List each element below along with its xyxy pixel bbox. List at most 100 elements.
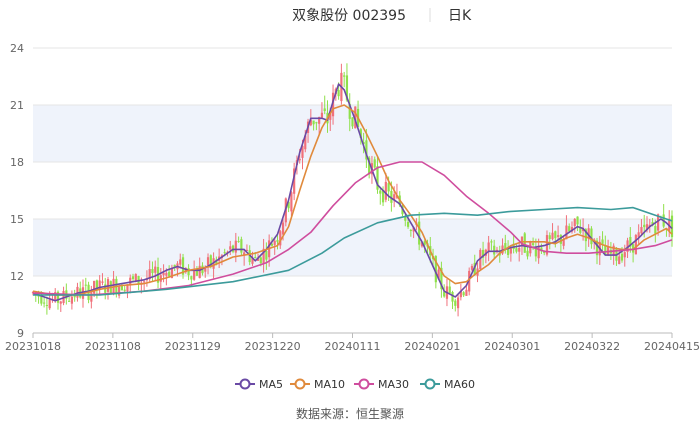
x-tick-label: 20240111 [325, 340, 381, 353]
candle-body [329, 113, 332, 120]
candle-body [490, 241, 493, 243]
candle-body [440, 267, 443, 290]
x-tick-label: 20240301 [484, 340, 540, 353]
candle-body [126, 284, 129, 292]
candle-body [451, 291, 454, 302]
candle-body [623, 252, 626, 258]
candle-body [56, 291, 60, 303]
candle-body [373, 159, 376, 168]
candle-body [481, 249, 485, 258]
candle-body [209, 255, 212, 267]
candle-body [173, 264, 176, 268]
candle-body [559, 235, 562, 244]
candle-body [379, 190, 382, 194]
candle-body [293, 168, 296, 194]
candle-body [48, 299, 51, 309]
candle-body [151, 269, 154, 274]
candle-body [262, 248, 265, 264]
candle-body [456, 297, 460, 309]
candle-body [465, 289, 468, 296]
y-tick-label: 21 [10, 99, 24, 112]
candle-body [193, 269, 196, 280]
candle-body [554, 231, 557, 239]
candle-body [437, 269, 440, 280]
candle-body [584, 229, 587, 242]
y-tick-label: 9 [17, 327, 24, 340]
x-tick-label: 20240201 [404, 340, 460, 353]
candle-body [76, 286, 79, 298]
candle-body [604, 245, 607, 255]
candle-body [423, 241, 426, 245]
candle-body [409, 230, 412, 232]
legend-label: MA5 [259, 378, 283, 391]
candle-body [443, 291, 446, 297]
candle-body [298, 158, 301, 161]
candle-body [256, 258, 260, 261]
candle-body [315, 122, 318, 124]
candle-body [134, 274, 137, 282]
candle-body [84, 284, 87, 286]
candle-body [31, 291, 35, 294]
candle-body [540, 247, 543, 252]
candle-body [240, 239, 243, 253]
candle-body [504, 243, 507, 250]
candle-body [590, 228, 593, 245]
candle-body [237, 241, 240, 243]
candle-body [670, 215, 674, 238]
candle-body [206, 257, 210, 266]
legend-swatch-marker [239, 378, 251, 390]
candle-body [243, 252, 246, 256]
candle-body [573, 218, 576, 226]
candle-body [323, 108, 326, 112]
candle-body [548, 235, 551, 239]
candle-body [351, 117, 354, 127]
candle-body [404, 216, 407, 221]
x-tick-label: 20240322 [564, 340, 620, 353]
legend-label: MA60 [444, 378, 475, 391]
candle-body [131, 276, 135, 280]
candle-body [337, 90, 340, 97]
candle-body [654, 226, 657, 234]
candle-body [509, 246, 512, 254]
candle-body [162, 272, 165, 276]
candle-body [348, 103, 351, 119]
candle-body [576, 216, 579, 225]
candle-body [562, 239, 565, 246]
candle-body [345, 75, 349, 101]
candle-body [601, 239, 604, 244]
candle-body [276, 240, 279, 242]
candle-body [420, 242, 424, 247]
candle-body [234, 240, 237, 253]
candle-body [515, 248, 518, 252]
candle-body [579, 227, 582, 233]
candle-body [179, 259, 182, 265]
candle-body [40, 295, 43, 304]
y-tick-label: 24 [10, 42, 24, 55]
ma30-line [32, 161, 673, 296]
legend-swatch-marker [358, 378, 370, 390]
candle-body [551, 232, 554, 240]
candle-body [229, 246, 232, 250]
ma10-line [32, 104, 673, 296]
y-tick-label: 18 [10, 156, 24, 169]
candle-body [279, 231, 282, 246]
candle-body [470, 265, 474, 270]
candle-body [245, 249, 249, 251]
candle-body [518, 247, 521, 252]
candle-body [412, 227, 415, 232]
candle-body [93, 280, 96, 294]
candle-body [526, 250, 529, 257]
candle-body [448, 286, 451, 294]
candle-body [637, 232, 640, 238]
candle-body [259, 257, 262, 264]
candle-body [401, 206, 404, 215]
candle-body [473, 262, 476, 276]
candle-body [265, 251, 268, 260]
candle-body [568, 226, 571, 232]
candle-body [123, 289, 126, 291]
candle-body [59, 301, 62, 304]
candle-body [304, 135, 307, 150]
candle-body [565, 225, 568, 240]
